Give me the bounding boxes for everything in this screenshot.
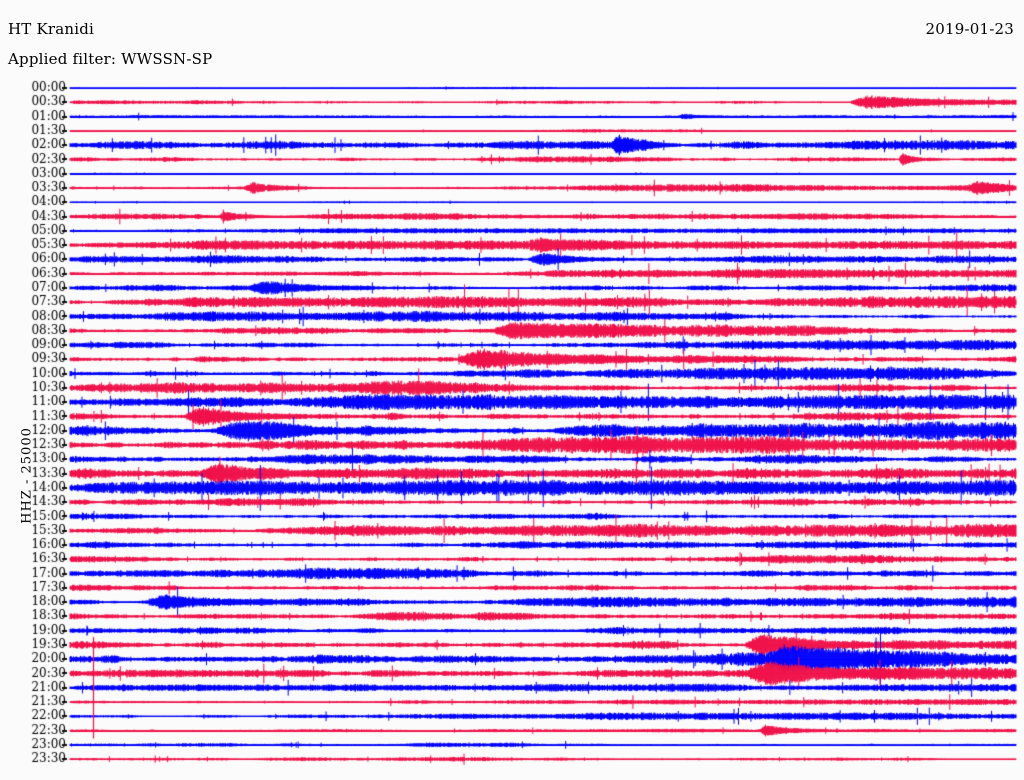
applied-filter-label: Applied filter: WWSSN-SP — [8, 50, 213, 68]
date-label: 2019-01-23 — [925, 20, 1014, 38]
y-axis-label: HHZ - 25000 — [19, 427, 35, 524]
helicorder-plot: HHZ - 25000 — [0, 78, 1024, 778]
seismic-trace-canvas — [0, 78, 1024, 778]
page-title: HT Kranidi — [8, 20, 95, 38]
